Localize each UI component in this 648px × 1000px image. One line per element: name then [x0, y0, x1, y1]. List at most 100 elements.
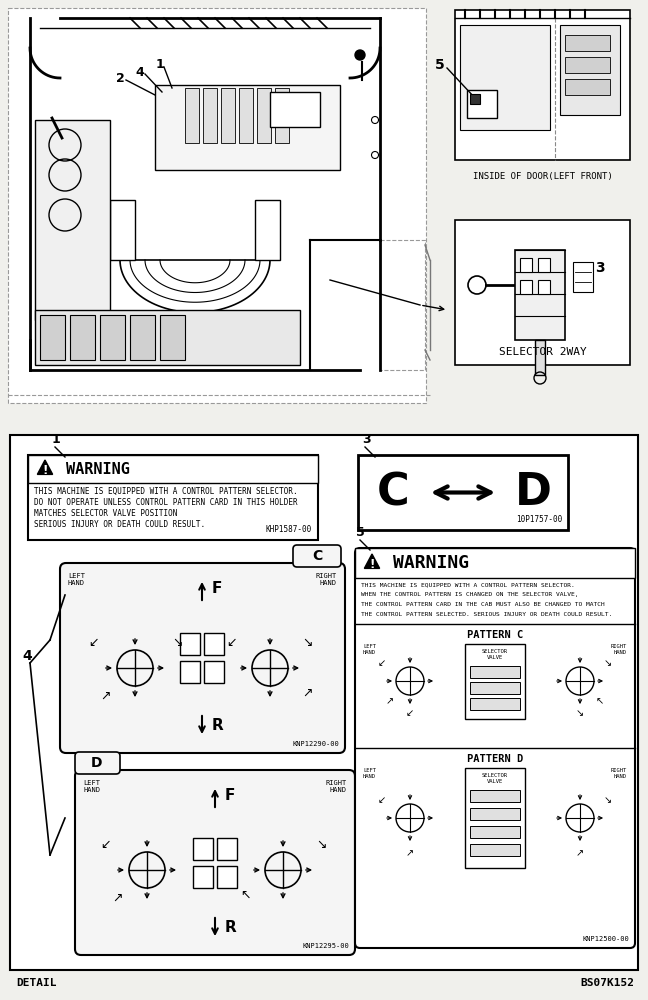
Text: KNP12295-00: KNP12295-00 — [302, 943, 349, 949]
Bar — [520, 280, 532, 294]
Text: D: D — [515, 471, 551, 514]
Bar — [217, 866, 237, 888]
Bar — [538, 258, 550, 272]
Text: ↘: ↘ — [576, 708, 584, 718]
Text: R: R — [225, 920, 237, 935]
Bar — [275, 88, 289, 143]
Bar — [470, 698, 520, 710]
Text: 5: 5 — [435, 58, 445, 72]
FancyBboxPatch shape — [355, 548, 635, 948]
Bar — [515, 250, 565, 340]
FancyBboxPatch shape — [293, 545, 341, 567]
Text: THIS MACHINE IS EQUIPPED WITH A CONTROL PATTERN SELECTOR.: THIS MACHINE IS EQUIPPED WITH A CONTROL … — [34, 487, 297, 496]
Text: LEFT
HAND: LEFT HAND — [68, 573, 85, 586]
Text: WARNING: WARNING — [393, 554, 469, 572]
Text: SERIOUS INJURY OR DEATH COULD RESULT.: SERIOUS INJURY OR DEATH COULD RESULT. — [34, 520, 205, 529]
Text: ↙: ↙ — [227, 637, 237, 650]
Text: SELECTOR
VALVE: SELECTOR VALVE — [482, 773, 508, 784]
Text: LEFT
HAND: LEFT HAND — [363, 644, 376, 655]
Bar — [8, 8, 426, 403]
Text: 2: 2 — [115, 72, 124, 85]
Text: PATTERN D: PATTERN D — [467, 754, 523, 764]
Text: DETAIL: DETAIL — [16, 978, 56, 988]
Text: ↙: ↙ — [378, 658, 386, 668]
Bar — [470, 844, 520, 856]
Bar — [520, 258, 532, 272]
Bar — [538, 280, 550, 294]
Bar — [28, 455, 318, 483]
Text: ↙: ↙ — [378, 795, 386, 805]
Text: INSIDE OF DOOR(LEFT FRONT): INSIDE OF DOOR(LEFT FRONT) — [472, 172, 612, 181]
Bar — [10, 435, 638, 970]
Text: ↘: ↘ — [604, 658, 612, 668]
Text: ↖: ↖ — [240, 888, 250, 902]
Text: THIS MACHINE IS EQUIPPED WITH A CONTROL PATTERN SELECTOR.: THIS MACHINE IS EQUIPPED WITH A CONTROL … — [361, 582, 575, 587]
Bar — [204, 633, 224, 655]
Polygon shape — [38, 460, 52, 474]
Bar — [270, 92, 320, 127]
Text: D: D — [91, 756, 103, 770]
Text: ↗: ↗ — [111, 892, 122, 904]
Text: RIGHT
HAND: RIGHT HAND — [316, 573, 337, 586]
Text: 1: 1 — [52, 433, 61, 446]
Text: ↘: ↘ — [604, 795, 612, 805]
FancyBboxPatch shape — [60, 563, 345, 753]
Bar — [470, 666, 520, 678]
Text: 3: 3 — [595, 261, 605, 275]
Bar — [470, 682, 520, 694]
Text: WARNING: WARNING — [66, 462, 130, 477]
Text: 10P1757-00: 10P1757-00 — [516, 515, 562, 524]
Bar — [465, 768, 525, 868]
Text: ↗: ↗ — [386, 696, 394, 706]
Bar — [573, 262, 593, 292]
Bar — [470, 790, 520, 802]
Text: THE CONTROL PATTERN CARD IN THE CAB MUST ALSO BE CHANGED TO MATCH: THE CONTROL PATTERN CARD IN THE CAB MUST… — [361, 602, 605, 607]
Text: 1: 1 — [156, 58, 165, 72]
Bar — [355, 548, 635, 578]
Bar — [465, 644, 525, 719]
Text: 3: 3 — [362, 433, 371, 446]
Text: ↙: ↙ — [406, 708, 414, 718]
Polygon shape — [364, 554, 380, 568]
Text: WHEN THE CONTROL PATTERN IS CHANGED ON THE SELECTOR VALVE,: WHEN THE CONTROL PATTERN IS CHANGED ON T… — [361, 592, 579, 597]
Bar — [203, 88, 217, 143]
Text: KNP12500-00: KNP12500-00 — [583, 936, 629, 942]
Bar — [130, 315, 155, 360]
Text: RIGHT
HAND: RIGHT HAND — [611, 768, 627, 779]
Text: ↗: ↗ — [100, 690, 110, 702]
Bar — [221, 88, 235, 143]
Text: LEFT
HAND: LEFT HAND — [363, 768, 376, 779]
Bar — [565, 79, 610, 95]
Bar — [455, 10, 630, 160]
Bar — [35, 310, 300, 365]
Text: ↗: ↗ — [576, 848, 584, 858]
Text: ↘: ↘ — [316, 838, 326, 852]
Bar — [110, 200, 135, 260]
Text: ↗: ↗ — [406, 848, 414, 858]
Bar — [35, 120, 110, 320]
Text: MATCHES SELECTOR VALVE POSITION: MATCHES SELECTOR VALVE POSITION — [34, 509, 178, 518]
Bar — [70, 315, 95, 360]
Text: !: ! — [42, 464, 48, 477]
Text: ↙: ↙ — [87, 637, 98, 650]
Bar — [470, 826, 520, 838]
Text: RIGHT
HAND: RIGHT HAND — [611, 644, 627, 655]
Text: THE CONTROL PATTERN SELECTED. SERIOUS INJURY OR DEATH COULD RESULT.: THE CONTROL PATTERN SELECTED. SERIOUS IN… — [361, 612, 612, 617]
Bar — [239, 88, 253, 143]
FancyBboxPatch shape — [75, 752, 120, 774]
Text: KNP12290-00: KNP12290-00 — [292, 741, 339, 747]
Bar — [193, 866, 213, 888]
Text: 4: 4 — [22, 649, 32, 663]
Text: F: F — [225, 788, 235, 803]
Bar — [470, 808, 520, 820]
Text: 5: 5 — [356, 526, 365, 539]
Bar — [217, 838, 237, 860]
Bar — [160, 315, 185, 360]
Bar — [180, 633, 200, 655]
Bar — [380, 240, 425, 370]
Bar — [180, 661, 200, 683]
Bar — [28, 455, 318, 540]
Text: RIGHT
HAND: RIGHT HAND — [326, 780, 347, 793]
Text: ↘: ↘ — [172, 637, 182, 650]
Text: KHP1587-00: KHP1587-00 — [266, 525, 312, 534]
